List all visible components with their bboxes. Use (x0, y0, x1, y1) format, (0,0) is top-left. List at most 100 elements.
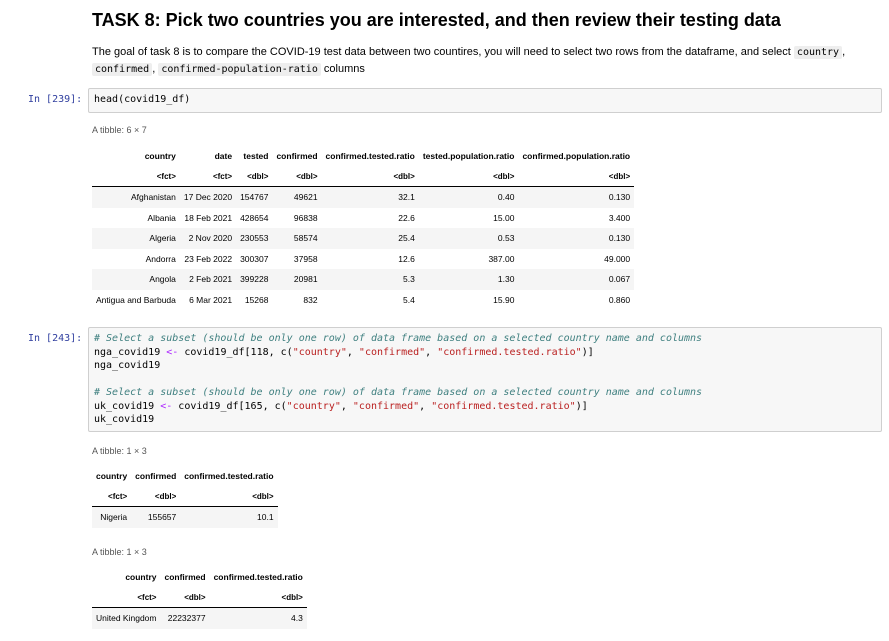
code-input-239[interactable]: head(covid19_df) (88, 88, 882, 113)
code-operator: <- (166, 346, 179, 358)
table-cell: 49621 (272, 186, 322, 208)
table-row: Albania 18 Feb 2021 428654 96838 22.6 15… (92, 208, 634, 229)
table-cell: 15268 (244, 294, 269, 305)
code-string: "confirmed.tested.ratio" (437, 346, 582, 358)
table-cell: Nigeria (92, 506, 132, 528)
table-cell: 6 Mar 2021 (189, 294, 233, 305)
code-string: "country" (286, 400, 341, 412)
table-cell: 0.130 (518, 186, 635, 208)
table-cell: 12.6 (398, 253, 415, 264)
table-cell: 387.00 (488, 253, 515, 264)
table-cell: Albania (147, 212, 176, 223)
table-cell: 0.860 (608, 294, 631, 305)
code-token: covid19_df[118, c( (178, 346, 293, 358)
code-token: , (340, 400, 353, 412)
table-cell: 0.067 (518, 269, 635, 290)
type-row: <fct> <fct> <dbl> <dbl> <dbl> <dbl> <dbl… (92, 166, 635, 187)
code-token: uk_covid19 (94, 414, 155, 425)
table-cell: 0.130 (518, 228, 635, 249)
tibble-caption: A tibble: 1 × 3 (92, 547, 147, 557)
column-header: tested (243, 151, 269, 161)
column-header: country (125, 572, 157, 582)
table-cell: 49.000 (604, 253, 631, 264)
column-type: <dbl> (518, 166, 635, 187)
column-type: <dbl> (180, 486, 278, 507)
code-input-243[interactable]: # Select a subset (should be only one ro… (88, 327, 882, 432)
table-cell: 4.3 (209, 607, 307, 629)
column-type: <dbl> (209, 587, 307, 608)
code-token: )] (575, 400, 588, 412)
column-header: confirmed.tested.ratio (325, 151, 415, 161)
table-row: Nigeria 155657 10.1 (92, 506, 278, 528)
code-string: "confirmed" (358, 346, 426, 358)
column-type: <fct> (92, 166, 180, 187)
table-row: United Kingdom 22232377 4.3 (92, 607, 307, 629)
table-cell: 155657 (131, 506, 181, 528)
table-cell: 32.1 (321, 186, 419, 208)
table-cell: 15.00 (493, 212, 515, 223)
column-header: confirmed (276, 151, 318, 161)
code-string: "country" (292, 346, 347, 358)
table-cell: 96838 (293, 212, 318, 223)
input-prompt-243: In [243]: (28, 333, 83, 344)
table-cell: Andorra (145, 253, 176, 264)
column-type: <fct> (179, 166, 237, 187)
table-row: Algeria 2 Nov 2020 230553 58574 25.4 0.5… (92, 228, 635, 249)
table-cell: 2 Nov 2020 (179, 228, 237, 249)
inline-code-country: country (793, 46, 843, 59)
column-header: date (214, 151, 233, 161)
header-row: country date tested confirmed confirmed.… (92, 146, 634, 166)
type-row: <fct> <dbl> <dbl> (92, 587, 307, 608)
table-row: Antigua and Barbuda 6 Mar 2021 15268 832… (92, 290, 634, 311)
table-cell: 17 Dec 2020 (179, 186, 237, 208)
table-cell: 22.6 (398, 212, 415, 223)
table-cell: 15.90 (493, 294, 515, 305)
task-description: The goal of task 8 is to compare the COV… (92, 46, 846, 76)
code-token: nga_covid19 (94, 360, 161, 371)
column-header: confirmed.population.ratio (522, 151, 631, 161)
table-cell: 300307 (240, 253, 269, 264)
column-type: <dbl> (321, 166, 419, 187)
table-cell: 37958 (293, 253, 318, 264)
description-text: The goal of task 8 is to compare the COV… (92, 46, 791, 58)
table-cell: 25.4 (321, 228, 419, 249)
task-heading: TASK 8: Pick two countries you are inter… (92, 10, 781, 30)
code-token: nga_covid19 (94, 346, 167, 358)
column-type: <dbl> (131, 486, 181, 507)
nigeria-table: country confirmed confirmed.tested.ratio… (92, 466, 278, 528)
header-row: country confirmed confirmed.tested.ratio (92, 466, 278, 486)
code-token: , (425, 346, 438, 358)
table-cell: 2 Feb 2021 (179, 269, 237, 290)
code-comment: # Select a subset (should be only one ro… (94, 333, 703, 344)
table-cell: 10.1 (180, 506, 278, 528)
column-header: country (144, 151, 176, 161)
table-cell: 22232377 (160, 607, 210, 629)
column-header: confirmed.tested.ratio (184, 471, 274, 481)
description-end: columns (323, 63, 365, 75)
table-cell: 399228 (236, 269, 273, 290)
table-cell: United Kingdom (92, 607, 161, 629)
table-cell: Afghanistan (92, 186, 180, 208)
tibble-caption: A tibble: 6 × 7 (92, 125, 147, 135)
column-type: <dbl> (272, 166, 322, 187)
column-header: confirmed.tested.ratio (213, 572, 303, 582)
tibble-caption: A tibble: 1 × 3 (92, 446, 147, 456)
header-row: country confirmed confirmed.tested.ratio (92, 567, 307, 587)
table-cell: 18 Feb 2021 (184, 212, 233, 223)
table-cell: 0.40 (418, 186, 519, 208)
table-row: Andorra 23 Feb 2022 300307 37958 12.6 38… (92, 249, 634, 270)
column-header: country (96, 471, 128, 481)
table-cell: Algeria (92, 228, 180, 249)
column-header: confirmed (135, 471, 177, 481)
uk-table: country confirmed confirmed.tested.ratio… (92, 567, 307, 629)
table-cell: 5.3 (321, 269, 419, 290)
code-token: )] (581, 346, 594, 358)
table-cell: 428654 (240, 212, 269, 223)
markdown-cell[interactable]: TASK 8: Pick two countries you are inter… (92, 0, 882, 78)
column-type: <dbl> (236, 166, 273, 187)
input-prompt-239: In [239]: (28, 94, 83, 105)
table-row: Angola 2 Feb 2021 399228 20981 5.3 1.30 … (92, 269, 635, 290)
inline-code-confirmed: confirmed (92, 63, 153, 76)
table-cell: 23 Feb 2022 (184, 253, 233, 264)
code-token: , (346, 346, 359, 358)
